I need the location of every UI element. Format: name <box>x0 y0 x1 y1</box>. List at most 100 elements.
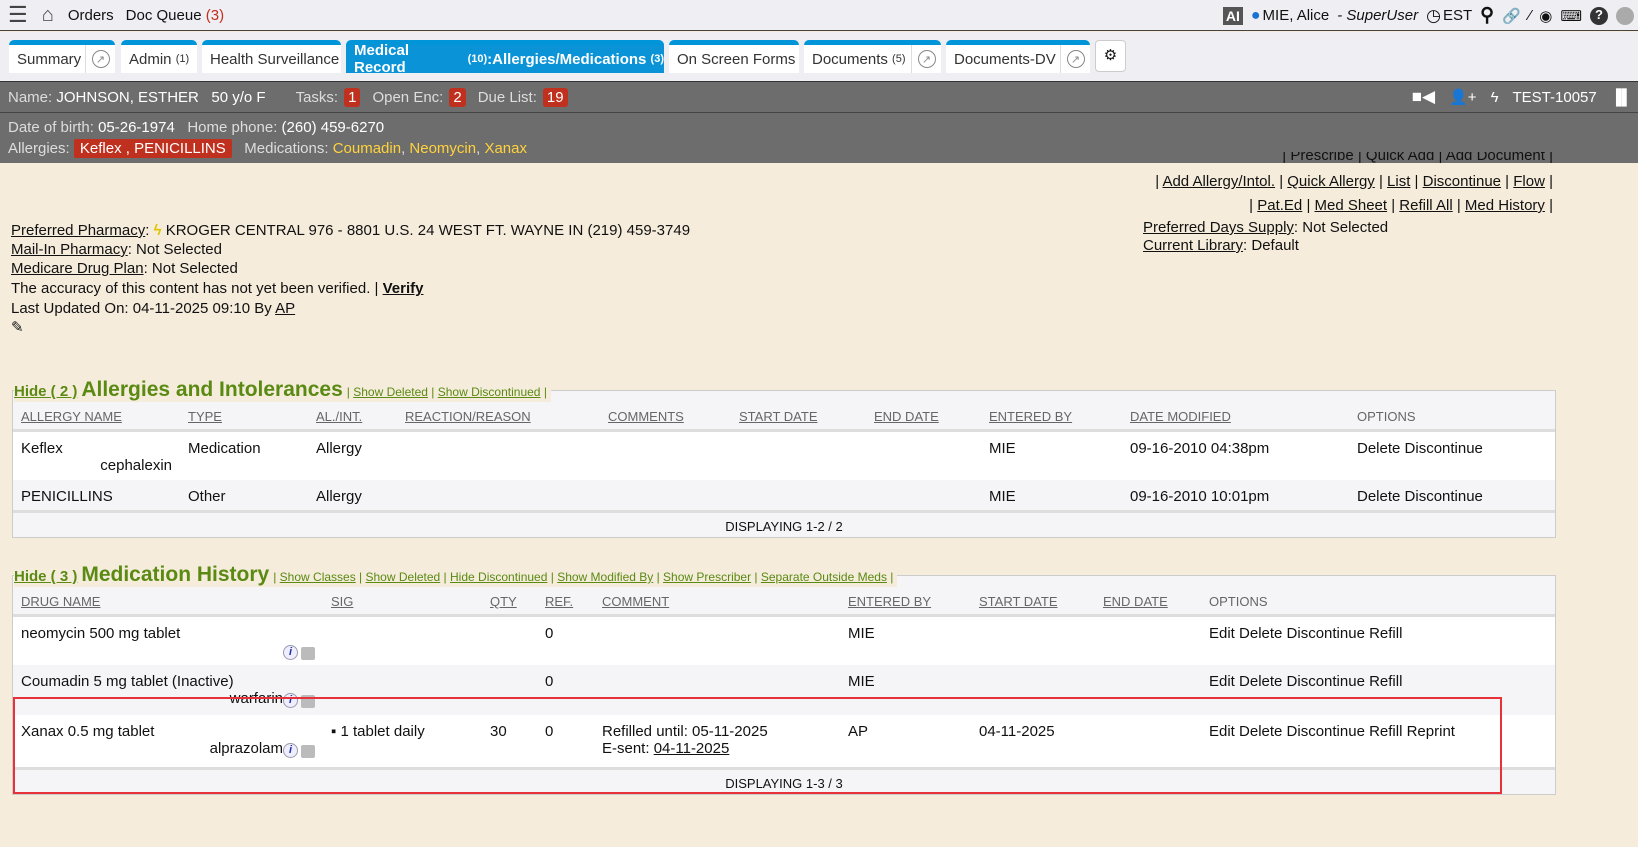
col-entered-by[interactable]: ENTERED BY <box>981 404 1122 432</box>
refill-all-link[interactable]: Refill All <box>1399 197 1453 214</box>
col-ref[interactable]: REF. <box>537 589 594 617</box>
col-start-date[interactable]: START DATE <box>971 589 1095 617</box>
drug-brand: Xanax 0.5 mg tablet <box>21 723 155 740</box>
edit-pencil-icon[interactable]: ✎ <box>11 319 24 336</box>
col-end-date[interactable]: END DATE <box>866 404 981 432</box>
globe-icon[interactable]: ◉ <box>1539 7 1553 25</box>
pat-ed-link[interactable]: Pat.Ed <box>1257 197 1303 214</box>
drug-generic: warfarin <box>229 690 283 707</box>
mail-pharmacy-link[interactable]: Mail-In Pharmacy <box>11 241 128 258</box>
allergies-label: Allergies: <box>8 140 70 157</box>
med-history-link[interactable]: Med History <box>1464 197 1545 214</box>
keyboard-icon[interactable]: ⌨ <box>1560 7 1582 25</box>
preferred-pharmacy-link[interactable]: Preferred Pharmacy <box>11 222 146 239</box>
open-enc-badge[interactable]: 2 <box>449 87 466 107</box>
col-end-date[interactable]: END DATE <box>1095 589 1201 617</box>
col-qty[interactable]: QTY <box>482 589 537 617</box>
home-icon[interactable]: ⌂ <box>41 3 54 26</box>
col-reaction[interactable]: REACTION/REASON <box>397 404 600 432</box>
col-sig[interactable]: SIG <box>323 589 482 617</box>
show-modified-by-link[interactable]: Show Modified By <box>557 570 654 584</box>
help-icon[interactable]: ? <box>1590 6 1608 25</box>
add-allergy-link[interactable]: Add Allergy/Intol. <box>1162 173 1276 190</box>
mail-pharmacy: : Not Selected <box>127 241 222 258</box>
medication-link[interactable]: Xanax <box>484 140 527 157</box>
user-name[interactable]: MIE, Alice <box>1262 7 1330 24</box>
col-entered-by[interactable]: ENTERED BY <box>840 589 971 617</box>
show-deleted-link[interactable]: Show Deleted <box>365 570 441 584</box>
action-links-row-0[interactable]: | Prescribe | Quick Add | Add Document | <box>1282 152 1553 164</box>
allergy-entered-by: MIE <box>989 488 1016 505</box>
add-user-icon[interactable]: 👤+ <box>1449 89 1477 106</box>
drug-options[interactable]: Edit Delete Discontinue Refill <box>1209 624 1403 642</box>
ai-button[interactable]: AI <box>1222 6 1243 25</box>
print-icon[interactable] <box>301 745 315 758</box>
orders-link[interactable]: Orders <box>67 6 114 24</box>
drug-options[interactable]: Edit Delete Discontinue Refill <box>1209 673 1403 690</box>
col-date-modified[interactable]: DATE MODIFIED <box>1122 404 1349 432</box>
list-link[interactable]: List <box>1387 173 1411 190</box>
print-icon[interactable] <box>301 695 315 708</box>
allergy-entered-by: MIE <box>989 439 1016 457</box>
due-list-badge[interactable]: 19 <box>542 87 568 107</box>
video-icon[interactable]: ■◀ <box>1411 87 1436 106</box>
lightning-icon[interactable]: ϟ <box>1490 88 1499 106</box>
show-deleted-link[interactable]: Show Deleted <box>353 385 428 399</box>
medications-table: DRUG NAME SIG QTY REF. COMMENT ENTERED BY STAR… <box>13 589 1555 767</box>
open-external-button[interactable]: ↗ <box>911 45 941 73</box>
tab-admin[interactable]: Admin (1) <box>121 40 197 73</box>
info-icon[interactable]: i <box>283 644 298 660</box>
info-icon[interactable]: i <box>283 693 298 708</box>
esent-date-link[interactable]: 04-11-2025 <box>653 740 730 757</box>
col-al-int[interactable]: AL./INT. <box>308 404 397 432</box>
col-drug-name[interactable]: DRUG NAME <box>13 589 323 617</box>
days-supply-link[interactable]: Preferred Days Supply <box>1143 219 1294 236</box>
show-classes-link[interactable]: Show Classes <box>279 570 356 584</box>
drug-options[interactable]: Edit Delete Discontinue Refill Reprint <box>1209 723 1455 740</box>
tasks-badge[interactable]: 1 <box>344 87 361 107</box>
col-start-date[interactable]: START DATE <box>731 404 866 432</box>
tab-summary[interactable]: Summary ↗ <box>9 40 115 73</box>
link-icon[interactable]: 🔗 <box>1502 7 1521 25</box>
flow-link[interactable]: Flow <box>1513 173 1545 190</box>
doc-queue-link[interactable]: Doc Queue (3) <box>126 7 224 24</box>
tab-health-surveillance[interactable]: Health Surveillance <box>202 40 341 73</box>
tab-documents[interactable]: Documents (5) ↗ <box>804 40 941 73</box>
show-discontinued-link[interactable]: Show Discontinued <box>437 385 541 399</box>
allergy-options[interactable]: Delete Discontinue <box>1357 488 1483 505</box>
col-type[interactable]: TYPE <box>180 404 308 432</box>
col-comments[interactable]: COMMENTS <box>600 404 731 432</box>
timezone[interactable]: EST <box>1442 7 1473 24</box>
menu-icon[interactable]: ☰ <box>8 2 28 27</box>
print-icon[interactable] <box>301 646 315 660</box>
med-sheet-link[interactable]: Med Sheet <box>1314 197 1388 214</box>
open-external-button[interactable]: ↗ <box>85 45 115 73</box>
search-icon[interactable]: ⚲ <box>1480 5 1495 26</box>
separate-outside-meds-link[interactable]: Separate Outside Meds <box>760 570 887 584</box>
allergy-al-int: Allergy <box>316 488 362 505</box>
tab-documents-dv[interactable]: Documents-DV ↗ <box>946 40 1090 73</box>
tab-label: Health Surveillance <box>210 50 340 68</box>
col-comment[interactable]: COMMENT <box>594 589 840 617</box>
open-external-button[interactable]: ↗ <box>1060 45 1090 73</box>
discontinue-link[interactable]: Discontinue <box>1422 173 1502 190</box>
hide-allergies-link[interactable]: Hide ( 2 ) <box>14 383 78 400</box>
hide-discontinued-link[interactable]: Hide Discontinued <box>450 570 548 584</box>
hide-medications-link[interactable]: Hide ( 3 ) <box>14 568 78 585</box>
magic-wand-icon[interactable]: ⁄ <box>1528 7 1532 24</box>
allergy-options[interactable]: Delete Discontinue <box>1357 439 1483 457</box>
medication-link[interactable]: Coumadin <box>332 140 402 157</box>
show-prescriber-link[interactable]: Show Prescriber <box>663 570 752 584</box>
col-allergy-name[interactable]: ALLERGY NAME <box>13 404 180 432</box>
medication-link[interactable]: Neomycin <box>409 140 477 157</box>
verify-link[interactable]: Verify <box>382 280 424 297</box>
tab-on-screen-forms[interactable]: On Screen Forms <box>669 40 799 73</box>
bar-chart-icon[interactable]: ▐▌ <box>1610 88 1632 106</box>
updated-by-link[interactable]: AP <box>275 300 296 317</box>
tab-medical-record[interactable]: Medical Record (10):Allergies/Medication… <box>346 40 664 76</box>
tab-settings-button[interactable]: ⚙ <box>1095 40 1126 72</box>
quick-allergy-link[interactable]: Quick Allergy <box>1287 173 1375 190</box>
info-icon[interactable]: i <box>283 743 298 758</box>
library-link[interactable]: Current Library <box>1143 237 1244 254</box>
drug-plan-link[interactable]: Medicare Drug Plan <box>11 260 144 277</box>
